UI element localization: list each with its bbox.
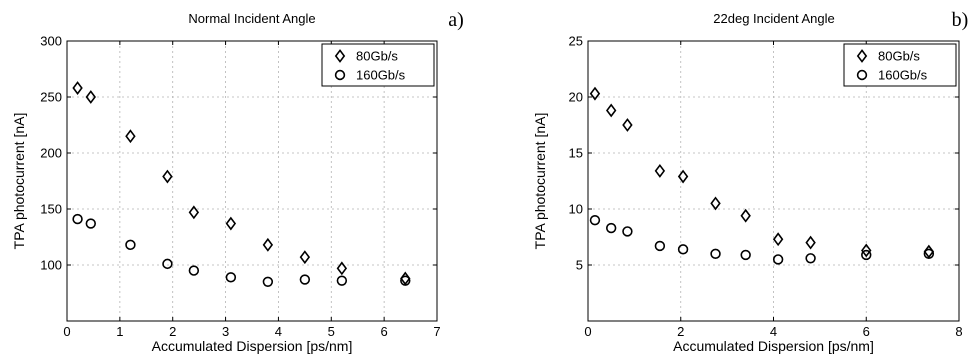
data-point bbox=[861, 243, 872, 258]
data-point bbox=[125, 129, 136, 144]
legend: 80Gb/s 160Gb/s bbox=[843, 43, 957, 87]
data-point bbox=[72, 81, 83, 95]
series-1 bbox=[72, 81, 411, 286]
x-axis-label: Accumulated Dispersion [ps/nm] bbox=[152, 338, 353, 354]
series-2 bbox=[72, 213, 411, 287]
series-2 bbox=[589, 215, 935, 265]
x-tick-label: 6 bbox=[381, 324, 388, 339]
data-point bbox=[677, 169, 689, 184]
y-axis-label: TPA photocurrent [nA] bbox=[532, 113, 548, 250]
legend-label: 80Gb/s bbox=[878, 49, 920, 64]
data-point bbox=[710, 248, 721, 260]
x-tick-label: 0 bbox=[584, 324, 591, 339]
chart-title: Normal Incident Angle bbox=[188, 11, 315, 26]
data-point bbox=[336, 261, 348, 276]
data-point bbox=[589, 86, 601, 101]
legend-label: 80Gb/s bbox=[356, 49, 398, 64]
y-tick-label: 10 bbox=[569, 202, 583, 217]
x-tick-label: 4 bbox=[770, 324, 777, 339]
legend-marker bbox=[334, 49, 346, 63]
data-point bbox=[740, 249, 751, 261]
x-tick-label: 7 bbox=[433, 324, 440, 339]
y-tick-label: 20 bbox=[569, 90, 583, 105]
data-point bbox=[772, 254, 784, 265]
chart-panel-1: 0 1 2 3 4 5 6 7 100 150 200 250 300 Normal Incident A… bbox=[11, 9, 464, 354]
y-tick-label: 200 bbox=[40, 146, 62, 161]
data-point bbox=[654, 240, 666, 252]
panel-label: b) bbox=[952, 9, 969, 31]
data-point bbox=[805, 235, 816, 250]
y-tick-label: 25 bbox=[569, 34, 583, 49]
data-point bbox=[622, 226, 633, 237]
x-tick-label: 0 bbox=[63, 324, 70, 339]
plot-frame bbox=[66, 40, 438, 322]
y-tick-label: 250 bbox=[40, 90, 62, 105]
x-axis-label: Accumulated Dispersion [ps/nm] bbox=[673, 338, 874, 354]
data-point bbox=[162, 258, 173, 270]
y-tick-label: 100 bbox=[40, 258, 62, 273]
y-tick-label: 150 bbox=[40, 202, 62, 217]
x-tick-label: 2 bbox=[677, 324, 684, 339]
panel-label: a) bbox=[448, 9, 464, 31]
data-point bbox=[225, 272, 237, 283]
data-point bbox=[85, 218, 96, 229]
data-point bbox=[677, 244, 689, 255]
data-point bbox=[772, 232, 784, 247]
chart-title: 22deg Incident Angle bbox=[713, 11, 834, 26]
data-point bbox=[710, 196, 721, 211]
x-tick-label: 3 bbox=[222, 324, 229, 339]
data-point bbox=[605, 103, 617, 118]
x-tick-label: 8 bbox=[955, 324, 962, 339]
x-tick-label: 2 bbox=[169, 324, 176, 339]
legend-label: 160Gb/s bbox=[878, 68, 928, 83]
legend-marker bbox=[856, 69, 868, 81]
data-point bbox=[605, 222, 617, 234]
data-point bbox=[805, 253, 816, 264]
data-point bbox=[85, 90, 96, 104]
y-axis-label: TPA photocurrent [nA] bbox=[11, 113, 27, 250]
legend-marker bbox=[856, 49, 868, 63]
data-point bbox=[654, 163, 666, 178]
data-point bbox=[125, 239, 136, 251]
data-point bbox=[299, 274, 311, 285]
x-tick-label: 4 bbox=[275, 324, 282, 339]
legend-label: 160Gb/s bbox=[356, 68, 406, 83]
data-point bbox=[188, 265, 200, 276]
data-point bbox=[299, 250, 311, 265]
series-1 bbox=[589, 86, 935, 259]
data-point bbox=[400, 275, 411, 286]
data-point bbox=[336, 275, 348, 286]
y-tick-label: 300 bbox=[40, 34, 62, 49]
y-tick-label: 5 bbox=[576, 258, 583, 273]
data-point bbox=[622, 118, 633, 132]
data-point bbox=[589, 215, 601, 226]
data-point bbox=[188, 205, 200, 220]
y-tick-label: 15 bbox=[569, 146, 583, 161]
x-tick-label: 1 bbox=[116, 324, 123, 339]
data-point bbox=[861, 249, 872, 261]
data-point bbox=[740, 208, 751, 223]
data-point bbox=[262, 237, 274, 252]
chart-panel-2: 0 2 4 6 8 5 10 15 20 25 22deg Incident Angle b) Accu… bbox=[532, 9, 968, 354]
data-point bbox=[225, 216, 237, 231]
x-tick-label: 6 bbox=[863, 324, 870, 339]
data-point bbox=[72, 213, 83, 225]
legend: 80Gb/s 160Gb/s bbox=[321, 43, 435, 87]
data-point bbox=[162, 169, 173, 184]
x-tick-label: 5 bbox=[328, 324, 335, 339]
data-point bbox=[262, 276, 274, 287]
legend-marker bbox=[334, 69, 346, 81]
data-point bbox=[923, 248, 935, 260]
